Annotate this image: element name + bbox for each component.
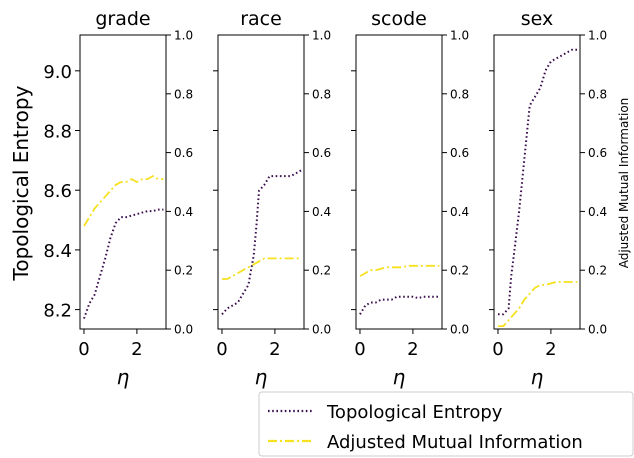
panel-frame [493, 34, 581, 330]
panel-title: race [240, 8, 282, 30]
x-axis-label: η [255, 365, 268, 389]
right-tick-label: 0.8 [174, 87, 193, 101]
series-topological-entropy [221, 169, 302, 315]
legend: Topological Entropy Adjusted Mutual Info… [258, 391, 634, 457]
panel-scode: scode 0.0 0.2 0.4 0.6 0.8 1.0 0 2η [351, 8, 469, 389]
right-tick-label: 0.0 [450, 323, 469, 337]
legend-ami-label: Adjusted Mutual Information [327, 432, 583, 453]
right-tick-label: 0.6 [588, 146, 607, 160]
panel-frame [79, 34, 167, 330]
left-tick-label: 8.8 [43, 122, 72, 143]
series-adjusted-mutual-information [222, 257, 302, 280]
x-tick-label: 0 [492, 339, 503, 360]
left-y-axis-label: Topological Entropy [9, 85, 33, 281]
right-tick-label: 1.0 [174, 29, 193, 43]
right-tick-label: 0.8 [450, 87, 469, 101]
right-y-axis-label: Adjusted Mutual Information [617, 98, 631, 269]
x-tick-label: 0 [78, 339, 89, 360]
x-axis-label: η [393, 365, 406, 389]
right-tick-label: 0.4 [588, 205, 607, 219]
x-tick-label: 2 [407, 339, 418, 360]
series-adjusted-mutual-information [83, 175, 164, 227]
series-topological-entropy [498, 48, 578, 316]
series-adjusted-mutual-information [359, 264, 440, 277]
legend-frame [258, 391, 634, 457]
panel-title: scode [371, 8, 427, 30]
panel-frame [217, 34, 305, 330]
panel-grade: grade 8.2 8.4 8.6 8.8 9.0 0.0 0.2 0.4 0.6 0.8 1.0 0 2… [43, 8, 193, 389]
panel-title: sex [521, 8, 554, 30]
right-tick-label: 0.0 [588, 323, 607, 337]
panel-frame [355, 34, 443, 330]
right-tick-label: 0.4 [312, 205, 331, 219]
right-tick-label: 0.2 [588, 264, 607, 278]
right-tick-label: 1.0 [312, 29, 331, 43]
right-tick-label: 0.4 [174, 205, 193, 219]
left-tick-label: 9.0 [43, 62, 72, 83]
right-tick-label: 0.6 [174, 146, 193, 160]
right-tick-label: 0.8 [588, 87, 607, 101]
x-axis-label: η [117, 365, 130, 389]
x-tick-label: 2 [131, 339, 142, 360]
right-tick-label: 0.2 [174, 264, 193, 278]
right-tick-label: 1.0 [450, 29, 469, 43]
series-topological-entropy [359, 295, 440, 315]
right-tick-label: 0.2 [312, 264, 331, 278]
x-tick-label: 0 [354, 339, 365, 360]
series-topological-entropy [83, 208, 164, 319]
series-adjusted-mutual-information [498, 281, 578, 328]
panel-sex: sex 0.0 0.2 0.4 0.6 0.8 1.0 0 2η [489, 8, 607, 389]
left-tick-label: 8.2 [43, 301, 72, 322]
panel-title: grade [95, 8, 150, 30]
right-tick-label: 0.6 [312, 146, 331, 160]
x-tick-label: 2 [545, 339, 556, 360]
right-tick-label: 0.4 [450, 205, 469, 219]
right-tick-label: 0.6 [450, 146, 469, 160]
chart-panels: grade 8.2 8.4 8.6 8.8 9.0 0.0 0.2 0.4 0.6 0.8 1.0 0 2… [43, 8, 607, 389]
right-tick-label: 0.2 [450, 264, 469, 278]
legend-te-label: Topological Entropy [326, 402, 503, 423]
x-axis-label: η [531, 365, 544, 389]
panel-race: race 0.0 0.2 0.4 0.6 0.8 1.0 0 2η [213, 8, 331, 389]
right-tick-label: 0.0 [174, 323, 193, 337]
right-tick-label: 0.8 [312, 87, 331, 101]
x-tick-label: 0 [216, 339, 227, 360]
right-tick-label: 0.0 [312, 323, 331, 337]
right-tick-label: 1.0 [588, 29, 607, 43]
left-tick-label: 8.6 [43, 181, 72, 202]
left-tick-label: 8.4 [43, 241, 72, 262]
x-tick-label: 2 [269, 339, 280, 360]
